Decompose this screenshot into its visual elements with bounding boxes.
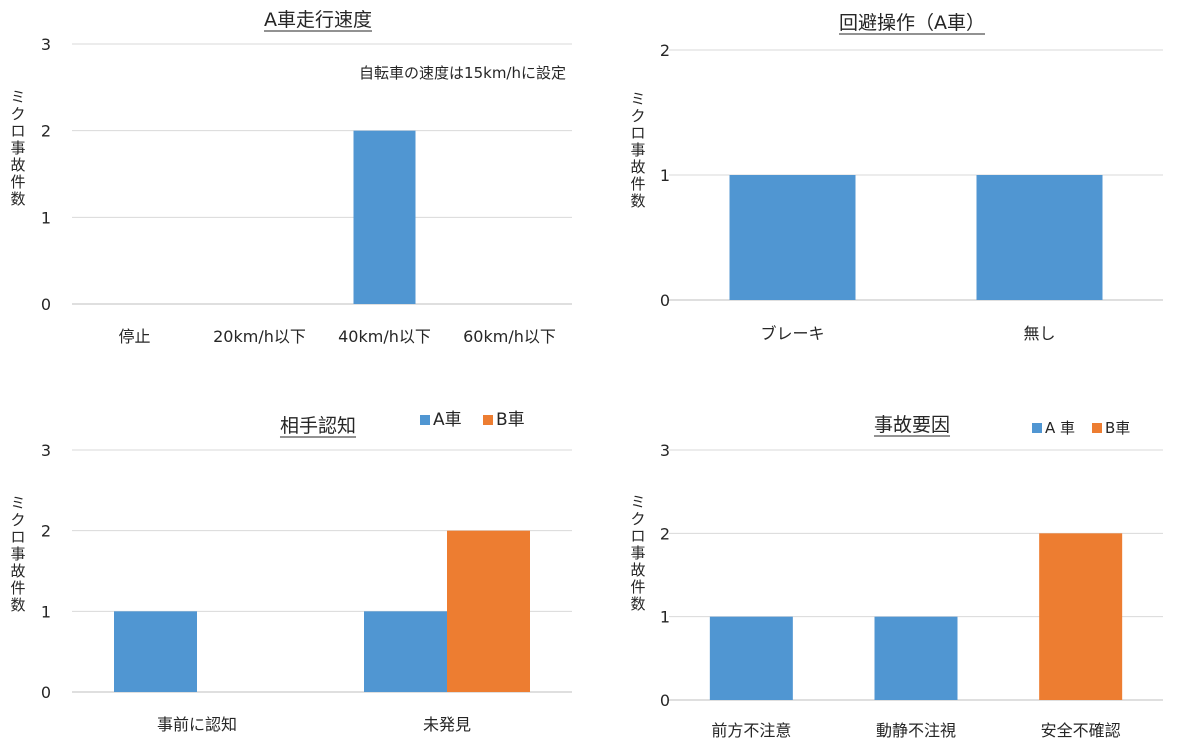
legend-swatch-b bbox=[483, 415, 493, 425]
bar-a bbox=[114, 611, 197, 692]
legend-label-a: A 車 bbox=[1045, 419, 1075, 437]
x-category-label: 動静不注視 bbox=[876, 721, 956, 740]
bar-a bbox=[976, 175, 1103, 300]
legend-label-a: A車 bbox=[433, 410, 462, 430]
x-category-label: 事前に認知 bbox=[157, 715, 237, 734]
bar-a bbox=[874, 616, 958, 700]
chart-title: 事故要因 bbox=[874, 414, 950, 436]
chart-title: 回避操作（A車） bbox=[839, 12, 985, 34]
y-tick-label: 2 bbox=[41, 522, 51, 541]
x-category-label: 無し bbox=[1023, 324, 1055, 343]
x-category-label: 未発見 bbox=[423, 715, 471, 734]
y-tick-label: 3 bbox=[660, 441, 670, 460]
y-tick-label: 2 bbox=[660, 524, 670, 543]
chart-title: A車走行速度 bbox=[264, 9, 372, 31]
x-category-label: 安全不確認 bbox=[1041, 721, 1121, 740]
x-category-label: 60km/h以下 bbox=[463, 327, 556, 346]
y-tick-label: 2 bbox=[41, 122, 51, 141]
y-tick-label: 0 bbox=[41, 295, 51, 314]
legend-swatch-a bbox=[1032, 423, 1042, 433]
bar-a bbox=[709, 616, 793, 700]
y-tick-label: 1 bbox=[660, 166, 670, 185]
y-tick-label: 1 bbox=[660, 608, 670, 627]
chart-annotation: 自転車の速度は15km/hに設定 bbox=[359, 64, 566, 82]
y-tick-label: 1 bbox=[41, 602, 51, 621]
legend-label-b: B車 bbox=[496, 410, 525, 430]
legend-label-b: B車 bbox=[1105, 419, 1130, 437]
x-category-label: 40km/h以下 bbox=[338, 327, 431, 346]
bar-a bbox=[364, 611, 447, 692]
legend-swatch-a bbox=[420, 415, 430, 425]
y-tick-label: 0 bbox=[41, 683, 51, 702]
y-axis-label: ミクロ事故件数 bbox=[630, 493, 645, 613]
bar-b bbox=[1039, 533, 1123, 700]
y-axis-label: ミクロ事故件数 bbox=[10, 494, 25, 614]
x-category-label: ブレーキ bbox=[760, 324, 824, 343]
bar-b bbox=[447, 530, 530, 692]
bar-a bbox=[353, 130, 416, 304]
y-axis-label: ミクロ事故件数 bbox=[630, 90, 645, 210]
y-tick-label: 0 bbox=[660, 691, 670, 710]
y-tick-label: 0 bbox=[660, 291, 670, 310]
y-tick-label: 3 bbox=[41, 35, 51, 54]
y-tick-label: 2 bbox=[660, 41, 670, 60]
x-category-label: 前方不注意 bbox=[711, 721, 791, 740]
y-tick-label: 3 bbox=[41, 441, 51, 460]
y-tick-label: 1 bbox=[41, 208, 51, 227]
chart-title: 相手認知 bbox=[280, 415, 356, 437]
y-axis-label: ミクロ事故件数 bbox=[10, 88, 25, 208]
legend-swatch-b bbox=[1092, 423, 1102, 433]
x-category-label: 20km/h以下 bbox=[213, 327, 306, 346]
x-category-label: 停止 bbox=[118, 327, 150, 346]
bar-a bbox=[729, 175, 856, 300]
